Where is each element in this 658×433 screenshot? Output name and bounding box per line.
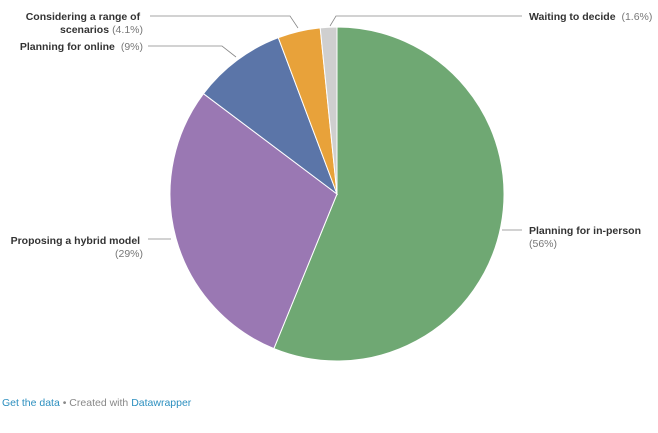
pie-slice-waiting	[319, 26, 338, 195]
footer: Get the data • Created with Datawrapper	[2, 397, 191, 409]
pie-slices	[169, 26, 505, 362]
get-the-data-link[interactable]: Get the data	[2, 397, 60, 409]
label-hybrid: Proposing a hybrid model (29%)	[11, 235, 143, 260]
label-waiting: Waiting to decide (1.6%)	[529, 11, 652, 23]
label-scenarios: Considering a range of scenarios (4.1%)	[26, 11, 143, 36]
pie-slice-in-person	[273, 26, 505, 362]
pie-slice-hybrid	[169, 92, 338, 350]
created-with-text: • Created with	[62, 397, 129, 409]
label-online: Planning for online (9%)	[20, 41, 143, 53]
leader-line-online	[148, 45, 237, 58]
leader-line-scenarios	[150, 15, 299, 29]
datawrapper-link[interactable]: Datawrapper	[131, 397, 192, 409]
label-in-person: Planning for in-person (56%)	[529, 225, 644, 250]
pie-slice-online	[202, 37, 339, 196]
leader-line-waiting	[329, 15, 522, 27]
pie-chart: Waiting to decide (1.6%) Considering a r…	[11, 11, 652, 362]
